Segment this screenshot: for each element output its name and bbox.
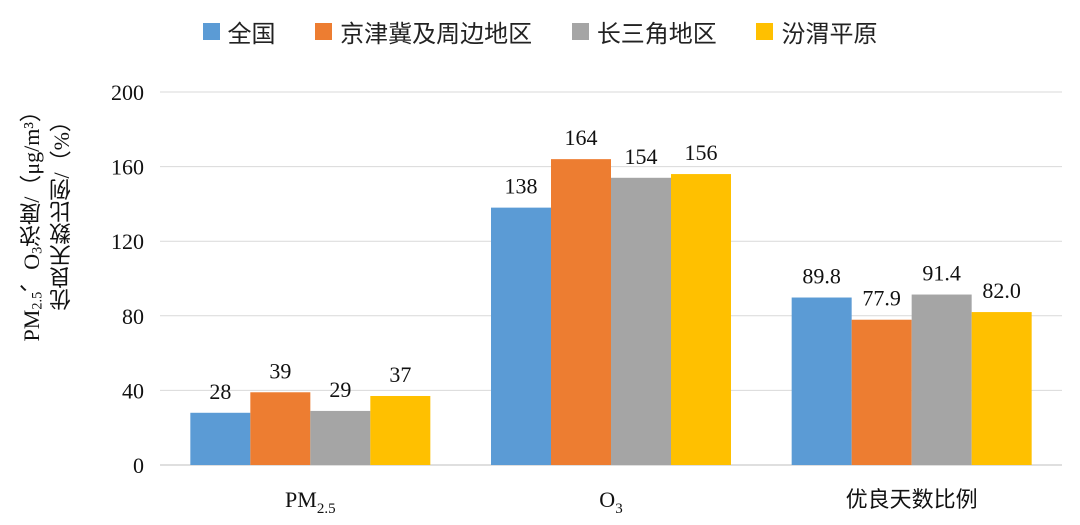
legend-item-yangtze-delta: 长三角地区	[571, 14, 717, 49]
data-label-2-0: 89.8	[802, 264, 841, 289]
x-tick-label-0: PM2.5	[285, 487, 336, 517]
bar-1-1	[551, 159, 611, 465]
data-label-0-3: 37	[389, 362, 411, 387]
legend-swatch-national	[202, 23, 220, 40]
y-tick-label-80: 80	[122, 304, 144, 329]
bar-2-3	[971, 312, 1032, 465]
legend-label-yangtze-delta: 长三角地区	[596, 20, 717, 48]
bar-2-2	[911, 294, 972, 465]
bar-0-3	[370, 395, 431, 465]
data-label-2-3: 82.0	[982, 278, 1021, 303]
data-label-2-2: 91.4	[922, 261, 961, 286]
data-label-2-1: 77.9	[862, 286, 901, 311]
bar-0-0	[190, 412, 251, 465]
legend-swatch-yangtze-delta	[571, 23, 589, 40]
legend-swatch-fenwei	[756, 23, 774, 40]
y-tick-label-120: 120	[111, 229, 144, 254]
legend: 全国 京津冀及周边地区 长三角地区 汾渭平原	[0, 14, 1080, 49]
data-label-1-1: 164	[565, 125, 598, 150]
legend-swatch-jingjinji	[315, 23, 333, 40]
legend-item-fenwei: 汾渭平原	[756, 14, 877, 49]
y-tick-label-0: 0	[133, 453, 144, 478]
x-tick-label-1: O3	[599, 487, 622, 517]
data-label-1-3: 156	[685, 140, 718, 165]
y-tick-label-40: 40	[122, 378, 144, 403]
data-label-0-1: 39	[269, 358, 291, 383]
legend-label-jingjinji: 京津冀及周边地区	[340, 20, 533, 48]
y-tick-label-200: 200	[111, 80, 144, 105]
bar-0-2	[310, 410, 371, 465]
bar-1-0	[491, 207, 551, 465]
bar-0-1	[250, 392, 311, 465]
bar-2-0	[791, 297, 852, 465]
y-tick-label-160: 160	[111, 155, 144, 180]
bar-2-1	[851, 319, 912, 465]
bar-1-2	[611, 177, 671, 466]
data-label-0-0: 28	[209, 379, 231, 404]
data-label-1-0: 138	[505, 174, 538, 199]
data-label-0-2: 29	[329, 377, 351, 402]
legend-item-national: 全国	[202, 14, 276, 49]
legend-item-jingjinji: 京津冀及周边地区	[315, 14, 532, 49]
legend-label-national: 全国	[227, 20, 276, 48]
data-label-1-2: 154	[625, 144, 658, 169]
x-tick-label-2: 优良天数比例	[846, 487, 978, 512]
bar-1-3	[671, 174, 731, 465]
legend-label-fenwei: 汾渭平原	[781, 20, 878, 48]
